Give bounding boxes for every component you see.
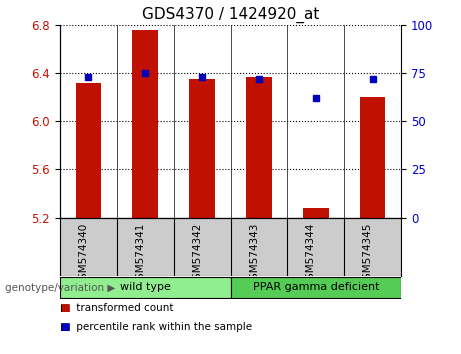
Title: GDS4370 / 1424920_at: GDS4370 / 1424920_at — [142, 7, 319, 23]
FancyBboxPatch shape — [230, 277, 401, 298]
Text: GSM574342: GSM574342 — [192, 222, 202, 286]
Text: ■: ■ — [60, 322, 70, 332]
Text: ■  percentile rank within the sample: ■ percentile rank within the sample — [60, 322, 252, 332]
FancyBboxPatch shape — [60, 277, 230, 298]
Text: ■: ■ — [60, 303, 70, 313]
Text: genotype/variation ▶: genotype/variation ▶ — [5, 282, 115, 293]
Text: ■  transformed count: ■ transformed count — [60, 303, 173, 313]
Text: wild type: wild type — [120, 282, 171, 292]
Bar — [76, 82, 101, 218]
Bar — [303, 208, 329, 218]
Text: PPAR gamma deficient: PPAR gamma deficient — [253, 282, 379, 292]
Bar — [360, 97, 385, 218]
Text: GSM574344: GSM574344 — [306, 222, 316, 286]
Bar — [132, 30, 158, 218]
Bar — [189, 79, 215, 218]
Text: GSM574343: GSM574343 — [249, 222, 259, 286]
Text: GSM574345: GSM574345 — [363, 222, 372, 286]
Bar — [246, 76, 272, 218]
Text: GSM574340: GSM574340 — [78, 222, 89, 286]
Text: GSM574341: GSM574341 — [135, 222, 145, 286]
